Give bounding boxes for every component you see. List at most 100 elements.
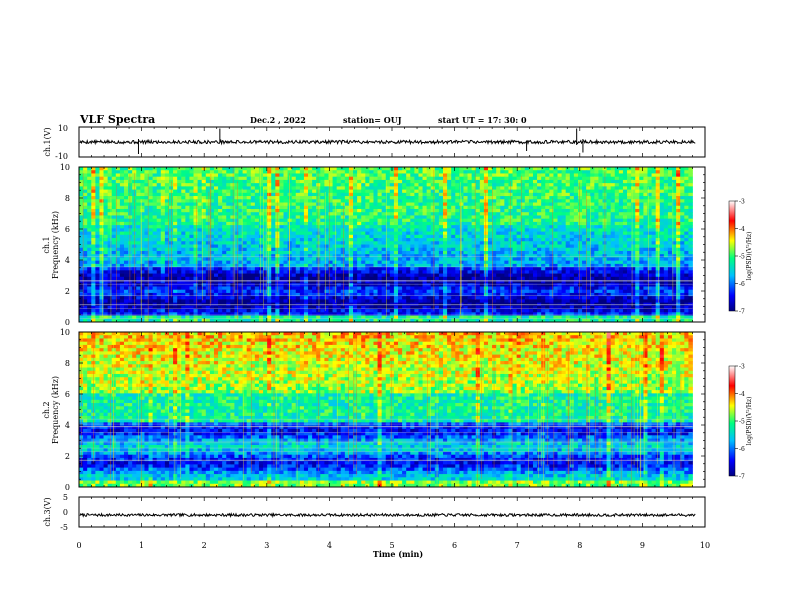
spectrogram-cell [639,173,644,178]
spectrogram-cell [651,186,657,191]
spectrogram-cell [492,228,497,232]
spectrogram-cell [156,208,162,213]
spectrogram-cell [528,225,534,229]
spectrogram-cell [618,254,624,258]
spectrogram-cell [537,205,542,210]
spectrogram-cell [455,241,460,245]
spectrogram-cell [487,202,493,207]
spectrogram-cell [561,267,567,271]
spectrogram-cell [688,183,693,187]
spectrogram-cell [606,176,612,181]
spectrogram-cell [119,225,125,229]
spectrogram-cell [672,234,677,239]
spectrogram-cell [271,189,276,194]
spectrogram-cell [651,205,657,210]
spectrogram-cell [569,205,575,210]
spectrogram-cell [643,231,648,236]
spectrogram-cell [107,270,113,274]
spectrogram-cell [598,241,603,245]
spectrogram-cell [410,215,415,220]
spectrogram-cell [492,218,497,223]
spectrogram-cell [569,221,575,226]
spectrogram-cell [254,208,260,213]
spectrogram-cell [512,196,518,200]
spectrogram-cell [312,228,317,232]
spectrogram-cell [631,205,636,210]
spectrogram-cell [332,263,338,268]
spectrogram-cell [594,205,599,210]
spectrogram-cell [103,247,109,252]
spectrogram-cell [132,257,137,262]
spectrogram-cell [463,179,468,184]
spectrogram-cell [291,176,297,181]
spectrogram-cell [528,221,534,226]
spectrogram-cell [524,247,530,252]
spectrogram-cell [164,257,170,262]
spectrogram-cell [103,254,109,258]
spectrogram-cell [389,189,395,194]
spectrogram-cell [590,270,595,274]
spectrogram-cell [496,250,501,255]
spectrogram-cell [647,234,652,239]
spectrogram-cell [504,176,509,181]
spectrogram-cell [406,218,411,223]
spectrogram-cell [512,189,518,194]
spectrogram-cell [573,205,579,210]
spectrogram-cell [275,208,280,213]
spectrogram-cell [128,263,133,268]
spectrogram-cell [275,212,280,216]
spectrogram-cell [144,247,149,252]
spectrogram-cell [655,215,661,220]
spectrogram-cell [312,212,317,216]
spectrogram-cell [520,205,526,210]
spectrogram-cell [676,215,681,220]
spectrogram-cell [627,208,632,213]
spectrogram-cell [234,270,239,274]
spectrogram-cell [303,257,309,262]
spectrogram-cell [610,267,616,271]
spectrogram-cell [622,228,628,232]
spectrogram-cell [119,192,125,197]
spectrogram-cell [324,228,329,232]
spectrogram-cell [377,212,383,216]
spectrogram-cell [230,218,235,223]
spectrogram-cell [385,183,391,187]
spectrogram-cell [614,263,620,268]
spectrogram-cell [680,218,685,223]
spectrogram-cell [234,199,239,203]
spectrogram-cell [618,167,624,171]
spectrogram-cell [128,186,133,191]
spectrogram-cell [95,244,100,249]
spectrogram-cell [242,199,248,203]
spectrogram-cell [402,257,407,262]
spectrogram-cell [189,218,194,223]
spectrogram-cell [365,183,370,187]
spectrogram-cell [467,196,473,200]
spectrogram-cell [275,170,280,174]
spectrogram-cell [528,186,534,191]
spectrogram-cell [622,225,628,229]
spectrogram-cell [136,225,141,229]
spectrogram-cell [254,189,260,194]
spectrogram-cell [565,241,571,245]
spectrogram-cell [528,238,534,242]
spectrogram-cell [504,231,509,236]
spectrogram-cell [193,196,199,200]
spectrogram-cell [402,183,407,187]
spectrogram-cell [565,225,571,229]
spectrogram-cell [667,176,673,181]
spectrogram-cell [168,238,174,242]
spectrogram-cell [213,183,219,187]
spectrogram-cell [258,208,264,213]
spectrogram-cell [295,205,301,210]
spectrogram-cell [606,218,612,223]
spectrogram-cell [528,205,534,210]
spectrogram-cell [627,244,632,249]
spectrogram-cell [659,231,665,236]
spectrogram-cell [467,218,473,223]
spectrogram-cell [115,215,121,220]
spectrogram-cell [684,167,689,171]
spectrogram-cell [565,205,571,210]
spectrogram-cell [643,179,648,184]
spectrogram-cell [443,176,448,181]
